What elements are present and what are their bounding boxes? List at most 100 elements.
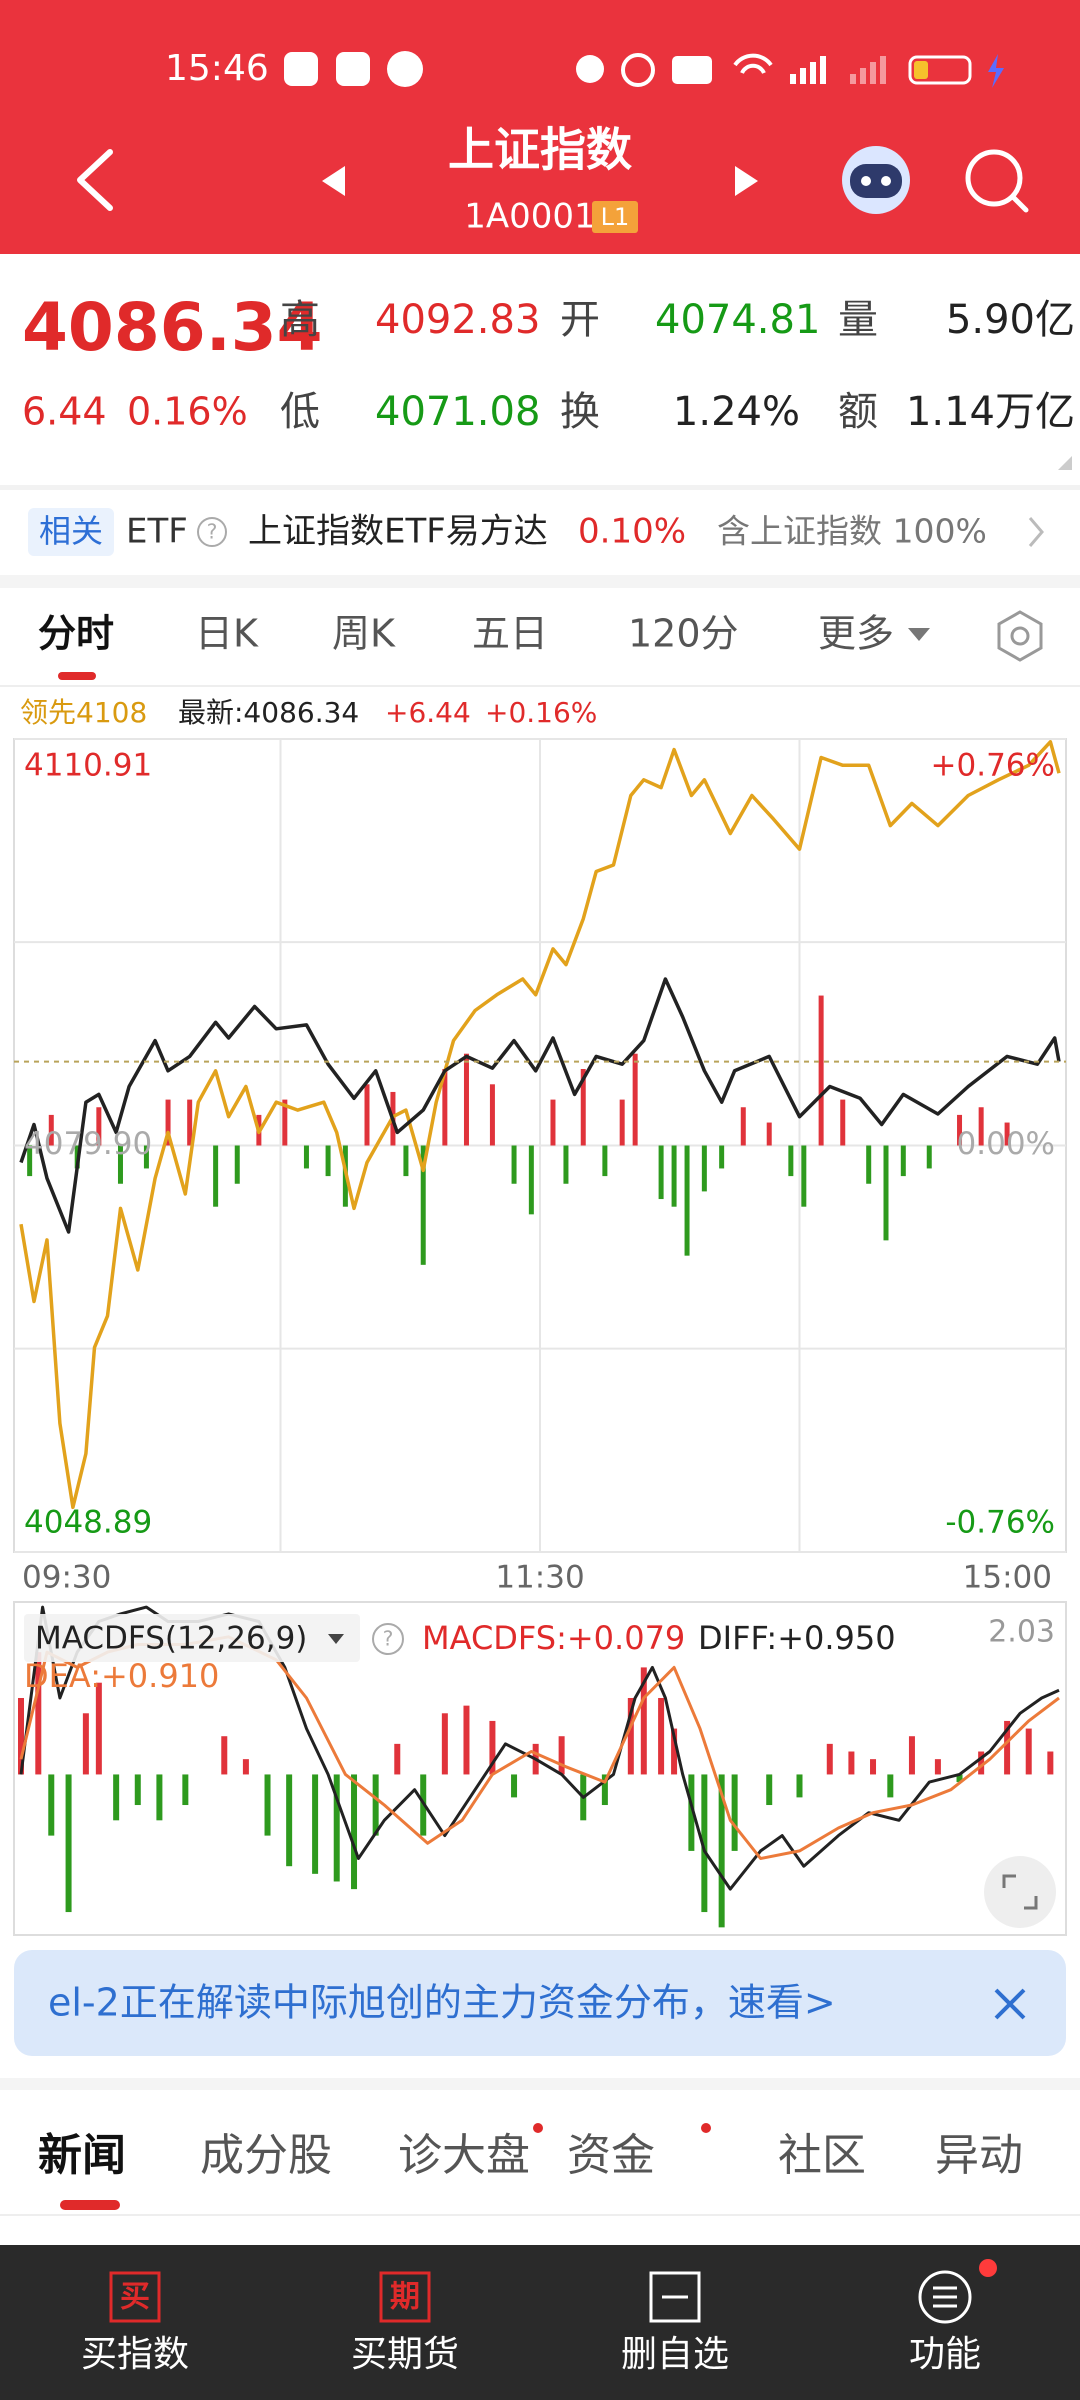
latest-legend: 最新:4086.34 <box>178 696 359 729</box>
nav-label[interactable]: 买期货 <box>351 2334 459 2375</box>
search-button[interactable] <box>965 149 1029 213</box>
field-value: 1.14万亿 <box>906 389 1075 435</box>
period-tab[interactable]: 分时 <box>38 612 114 656</box>
macd-bar <box>640 1667 647 1775</box>
fullscreen-button[interactable] <box>984 1856 1056 1928</box>
strength-bar <box>563 1145 569 1184</box>
app-icon <box>387 51 423 87</box>
field-label: 开 <box>560 297 600 343</box>
settings-icon <box>1010 626 1030 646</box>
news-tab[interactable]: 成分股 <box>200 2130 332 2181</box>
macd-bar <box>35 1652 42 1775</box>
period-tabs: 分时 日K 周K 五日 120分 更多 <box>38 612 930 656</box>
strength-bar <box>580 1069 586 1146</box>
tab-indicator <box>58 672 96 680</box>
nav-label[interactable]: 买指数 <box>81 2334 189 2375</box>
news-tab[interactable]: 异动 <box>935 2130 1023 2181</box>
settings-button[interactable] <box>997 610 1043 662</box>
nav-icon-text: 期 <box>390 2280 420 2315</box>
macd-bar <box>156 1774 163 1821</box>
search-icon <box>965 149 1023 207</box>
dropdown-icon <box>908 628 930 641</box>
macd-name: MACDFS(12,26,9) <box>35 1621 307 1657</box>
macd-bar <box>134 1774 141 1806</box>
strength-bar <box>187 1099 193 1146</box>
macd-bar <box>826 1743 833 1775</box>
macd-bar <box>221 1736 228 1775</box>
nav-label[interactable]: 功能 <box>909 2334 981 2375</box>
field-label: 低 <box>280 389 320 435</box>
robot-eye <box>861 176 871 186</box>
macd-bar <box>887 1774 894 1798</box>
charts: 4110.91 +0.76% 4079.90 0.00% 4048.89 -0.76% 09… <box>14 738 1066 1928</box>
strength-bar <box>403 1145 409 1177</box>
strength-bar <box>489 1084 495 1146</box>
x-tick-label: 09:30 <box>22 1560 111 1596</box>
strength-bar <box>632 1053 638 1146</box>
divider <box>0 685 1080 687</box>
field-value: 1.24% <box>673 389 800 435</box>
banner[interactable] <box>14 1950 1066 2056</box>
strength-bar <box>550 1099 556 1146</box>
strength-bar <box>143 1145 149 1169</box>
period-tab[interactable]: 五日 <box>472 612 548 656</box>
macd-bar <box>351 1774 358 1890</box>
etf-row[interactable]: 相关 ETF ? 上证指数ETF易方达 0.10% 含上证指数 100% <box>28 508 1044 556</box>
back-button[interactable] <box>77 149 113 211</box>
period-tab[interactable]: 120分 <box>628 612 739 656</box>
macd-bar <box>671 1728 678 1775</box>
help-icon-glyph: ? <box>207 520 218 544</box>
period-tab[interactable]: 日K <box>195 612 259 656</box>
strength-bar <box>900 1145 906 1177</box>
news-tab[interactable]: 新闻 <box>38 2130 126 2181</box>
macd-bar <box>978 1751 985 1775</box>
macd-bar <box>558 1736 565 1775</box>
nav-label[interactable]: 删自选 <box>621 2334 729 2375</box>
macd-bar <box>511 1774 518 1798</box>
strength-bar <box>528 1145 534 1215</box>
nav-icon-text: 买 <box>120 2280 150 2315</box>
strength-bar <box>926 1145 932 1169</box>
strength-bar <box>511 1145 517 1184</box>
expand-corner[interactable] <box>1058 456 1072 470</box>
robot-eye <box>881 176 891 186</box>
macd-bar <box>333 1774 340 1882</box>
robot-button[interactable] <box>842 146 910 214</box>
macd-bar <box>48 1774 55 1836</box>
hd-icon <box>672 56 712 84</box>
indicator-select[interactable] <box>24 1614 360 1662</box>
banner-close[interactable] <box>994 1988 1026 2020</box>
wifi-icon <box>733 53 773 74</box>
news-tab[interactable]: 社区 <box>778 2130 866 2181</box>
macd-bar <box>394 1743 401 1775</box>
y-tick-label: 4079.90 <box>24 1126 152 1162</box>
charging-icon <box>988 54 1004 88</box>
prev-button[interactable] <box>322 166 345 196</box>
macd-bar <box>718 1774 725 1928</box>
divider <box>0 2214 1080 2216</box>
nav-icon <box>379 2271 431 2323</box>
banner-text: el-2正在解读中际旭创的主力资金分布，速看> <box>48 1981 836 2025</box>
macd-bar <box>182 1774 189 1806</box>
help-icon[interactable] <box>197 517 227 547</box>
nav-icon <box>649 2271 701 2323</box>
period-tab[interactable]: 周K <box>332 612 396 656</box>
header-bg <box>0 0 1080 254</box>
help-icon[interactable] <box>372 1623 404 1655</box>
next-button[interactable] <box>735 166 758 196</box>
news-tabs: 新闻 成分股 诊大盘 资金 社区 异动 <box>38 2123 1023 2181</box>
news-tab[interactable]: 诊大盘 <box>398 2130 530 2181</box>
bottom-nav <box>0 2245 1080 2400</box>
field-value: 4071.08 <box>375 389 540 435</box>
strength-bar <box>420 1145 426 1265</box>
strength-bar <box>1004 1122 1010 1146</box>
period-tab[interactable]: 更多 <box>818 612 894 656</box>
strength-bar <box>957 1114 963 1146</box>
news-tab[interactable]: 资金 <box>567 2130 655 2181</box>
macd-bar <box>1025 1728 1032 1775</box>
divider <box>0 485 1080 490</box>
strength-bar <box>96 1107 102 1146</box>
divider <box>0 2078 1080 2090</box>
etf-name: 上证指数ETF易方达 <box>248 512 548 552</box>
